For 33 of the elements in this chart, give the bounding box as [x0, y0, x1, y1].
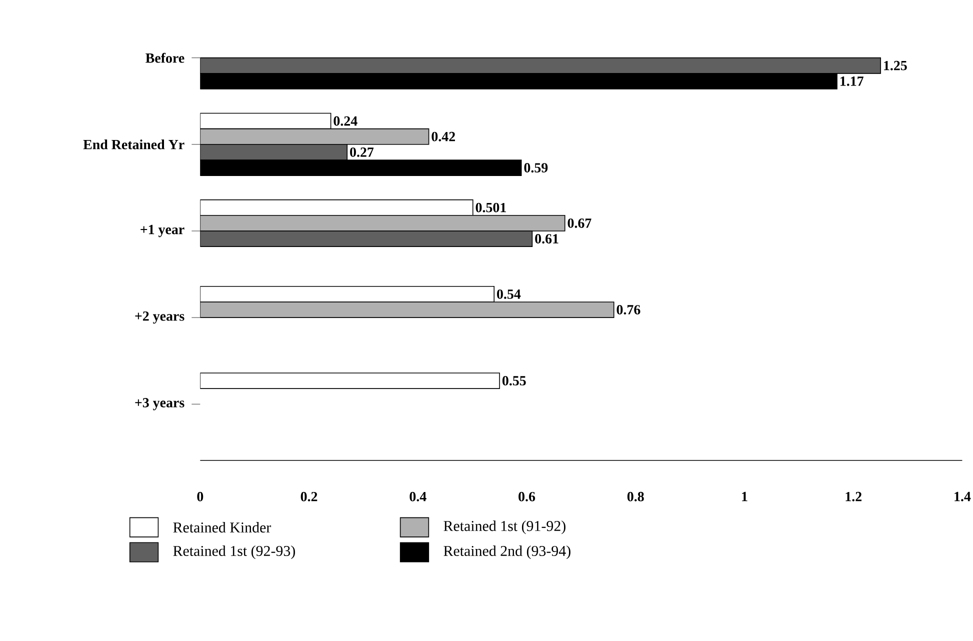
y-tick-label: +1 year [140, 224, 184, 237]
bar [200, 301, 614, 318]
y-tick-label: +2 years [135, 311, 184, 324]
y-tick-label: +3 years [135, 398, 184, 410]
data-label: 0.54 [497, 289, 521, 299]
legend-label: Retained Kinder [173, 522, 272, 532]
data-label: 0.42 [432, 132, 455, 142]
x-tick-label: 0.2 [300, 492, 318, 502]
data-label: 0.55 [502, 376, 526, 386]
x-tick-label: 0.4 [410, 492, 426, 502]
data-label: 0.76 [616, 304, 640, 314]
x-tick-label: 0 [197, 492, 204, 502]
x-tick-label: 1.2 [846, 492, 862, 502]
x-tick-label: 1.4 [954, 492, 971, 502]
data-label: 1.17 [840, 76, 864, 86]
data-label: 0.59 [524, 162, 548, 172]
data-label: 1.25 [884, 60, 907, 70]
legend-label: Retained 1st (92-93) [173, 545, 295, 559]
data-label: 0.67 [568, 218, 592, 228]
data-label: 0.501 [476, 202, 506, 212]
data-label: 0.27 [350, 147, 374, 157]
x-tick-label: 1 [742, 492, 748, 501]
legend-label: Retained 2nd (93-94) [444, 545, 570, 559]
y-tick-label: End Retained Yr [83, 139, 184, 150]
bar [200, 372, 500, 389]
x-tick-label: 0.6 [518, 492, 536, 502]
data-label: 0.24 [334, 116, 358, 126]
data-label: 0.61 [535, 234, 558, 244]
y-tick-label: Before [146, 52, 184, 63]
x-tick-label: 0.8 [627, 492, 644, 502]
legend-label: Retained 1st (91-92) [444, 520, 566, 534]
bar [200, 214, 566, 232]
bar [200, 128, 430, 145]
